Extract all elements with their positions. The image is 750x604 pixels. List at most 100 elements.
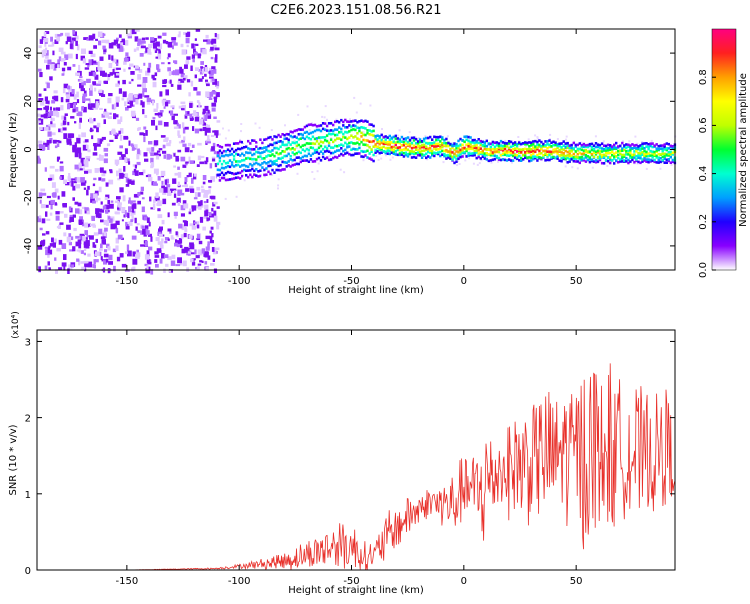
noise-cell [126, 244, 130, 251]
faint-cell [317, 162, 320, 165]
ridge-cell [255, 161, 258, 165]
noise-cell [140, 244, 145, 247]
ridge-cell [275, 159, 278, 162]
ridge-cell [606, 146, 610, 150]
faint-cell [343, 171, 346, 174]
noise-cell [169, 188, 173, 193]
noise-cell [112, 58, 117, 63]
ridge-cell [459, 143, 462, 147]
ridge-cell [406, 148, 410, 152]
ridge-cell [392, 150, 395, 153]
noise-cell [38, 266, 41, 273]
ridge-cell [499, 144, 503, 147]
noise-cell [197, 53, 201, 59]
ridge-cell [370, 158, 373, 161]
noise-cell [189, 185, 194, 190]
ridge-cell [332, 123, 335, 127]
ridge-cell [372, 153, 375, 157]
ridge-cell [291, 159, 294, 162]
noise-cell [197, 249, 203, 256]
noise-cell [212, 142, 216, 149]
ridge-cell [639, 156, 642, 160]
ridge-cell [596, 155, 600, 159]
ridge-cell [647, 152, 650, 155]
ridge-cell [515, 142, 519, 146]
noise-cell [173, 113, 178, 116]
noise-cell [181, 108, 185, 111]
ridge-cell [453, 161, 456, 165]
noise-cell [178, 105, 183, 109]
noise-cell [128, 206, 132, 213]
ridge-cell [259, 163, 262, 167]
ridge-cell [647, 154, 650, 158]
noise-cell [153, 38, 157, 42]
ridge-cell [366, 131, 369, 135]
ridge-cell [362, 120, 365, 123]
ridge-cell [249, 147, 252, 151]
noise-cell [162, 198, 167, 205]
noise-cell [162, 79, 167, 84]
ridge-cell [429, 149, 432, 152]
ridge-cell [279, 169, 282, 172]
ridge-cell [334, 133, 337, 137]
ridge-cell [627, 161, 630, 165]
noise-cell [99, 107, 103, 110]
faint-cell [580, 141, 583, 144]
ridge-cell [613, 147, 616, 150]
ridge-cell [483, 154, 486, 158]
ridge-cell [635, 159, 638, 163]
faint-cell [659, 167, 662, 170]
noise-cell [48, 44, 53, 47]
noise-cell [157, 214, 163, 219]
noise-cell [63, 254, 67, 260]
ridge-cell [220, 162, 224, 166]
noise-cell [212, 130, 216, 133]
noise-cell [65, 182, 70, 186]
noise-cell [103, 253, 109, 258]
noise-cell [150, 236, 153, 242]
noise-cell [164, 179, 168, 185]
ridge-cell [236, 171, 240, 175]
ridge-cell [247, 156, 250, 160]
ridge-cell [590, 152, 594, 156]
ridge-cell [665, 158, 668, 162]
noise-cell [177, 130, 180, 136]
noise-cell [97, 138, 100, 144]
noise-cell [185, 60, 190, 65]
noise-cell [195, 67, 200, 71]
ridge-cell [241, 174, 244, 178]
noise-cell [139, 53, 144, 57]
noise-cell [128, 94, 133, 101]
noise-cell [119, 172, 124, 179]
ridge-cell [228, 149, 232, 153]
ridge-cell [336, 137, 339, 140]
ridge-cell [366, 129, 369, 132]
noise-cell [216, 221, 221, 225]
ridge-cell [530, 156, 533, 159]
ridge-cell [362, 138, 365, 142]
noise-cell [166, 184, 171, 188]
noise-cell [215, 133, 218, 138]
ridge-cell [285, 147, 288, 151]
noise-cell [184, 184, 188, 188]
ridge-cell [344, 148, 347, 152]
ridge-cell [323, 157, 327, 160]
faint-cell [375, 155, 378, 157]
ridge-cell [255, 150, 258, 154]
noise-cell [97, 80, 102, 84]
ridge-cell [283, 161, 286, 164]
noise-cell [97, 208, 103, 212]
ridge-cell [615, 146, 618, 150]
ridge-cell [606, 159, 610, 163]
ridge-cell [481, 151, 484, 154]
colorbar-tick-label: 0.0 [698, 262, 709, 278]
ridge-cell [635, 150, 638, 153]
x-tick-label: 0 [461, 276, 467, 287]
noise-cell [61, 262, 67, 267]
ridge-cell [427, 155, 430, 158]
noise-cell [168, 269, 172, 273]
ridge-cell [253, 173, 256, 176]
noise-cell [101, 173, 106, 177]
ridge-cell [336, 133, 339, 137]
ridge-cell [479, 141, 482, 145]
